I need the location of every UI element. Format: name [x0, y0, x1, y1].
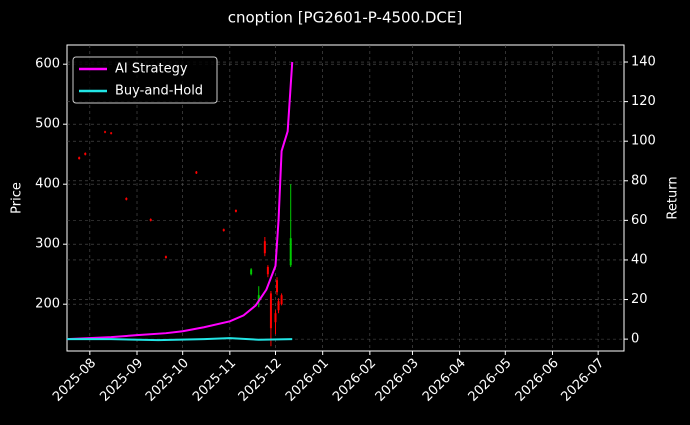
- candle-body: [78, 157, 81, 159]
- y2-tick-label: 80: [631, 173, 648, 188]
- candle-body: [104, 131, 107, 133]
- candle-body: [250, 269, 253, 275]
- candle-body: [289, 238, 292, 266]
- candle-body: [280, 295, 283, 305]
- y-tick-label: 300: [35, 237, 60, 252]
- y2-axis-label: Return: [666, 176, 681, 219]
- candle-body: [164, 256, 167, 258]
- y2-tick-label: 100: [631, 134, 656, 149]
- line: [67, 337, 293, 342]
- candle-body: [149, 219, 152, 221]
- y2-tick-label: 140: [631, 55, 656, 70]
- legend-box: [72, 56, 218, 104]
- x-tick-label: 2025-10: [143, 356, 192, 405]
- candle-body: [274, 313, 277, 323]
- legend-label: Buy-and-Hold: [115, 84, 203, 99]
- candle-body: [276, 280, 279, 293]
- line: [66, 61, 294, 341]
- x-tick-label: 2026-05: [466, 356, 515, 405]
- y-tick-label: 400: [35, 177, 60, 192]
- candle-body: [277, 301, 280, 311]
- y2-tick-label: 20: [631, 292, 648, 307]
- candle-body: [222, 229, 225, 231]
- x-tick-label: 2026-03: [373, 356, 422, 405]
- x-tick-label: 2025-11: [190, 356, 239, 405]
- x-tick-label: 2025-08: [50, 356, 99, 405]
- y2-tick-label: 120: [631, 94, 656, 109]
- candle-body: [125, 198, 128, 200]
- x-tick-label: 2026-07: [558, 356, 607, 405]
- x-tick-label: 2026-02: [330, 356, 379, 405]
- legend-label: AI Strategy: [115, 62, 188, 77]
- y-tick-label: 600: [35, 57, 60, 72]
- y-axis-label: Price: [10, 182, 25, 214]
- y2-tick-label: 0: [631, 332, 639, 347]
- x-tick-label: 2026-04: [420, 356, 469, 405]
- candle-body: [195, 171, 198, 174]
- y-tick-label: 500: [35, 117, 60, 132]
- y2-tick-label: 40: [631, 252, 648, 267]
- candle-body: [266, 267, 269, 275]
- candle-body: [234, 210, 237, 212]
- y-tick-label: 200: [35, 297, 60, 312]
- candle-body: [257, 295, 260, 302]
- candle-body: [110, 132, 113, 134]
- y2-tick-label: 60: [631, 213, 648, 228]
- plot-frame: [66, 44, 625, 352]
- x-tick-label: 2026-01: [283, 356, 332, 405]
- candle-body: [269, 293, 272, 329]
- x-tick-label: 2025-09: [97, 356, 146, 405]
- candle-body: [84, 153, 87, 155]
- x-tick-label: 2025-12: [236, 356, 285, 405]
- x-tick-label: 2026-06: [513, 356, 562, 405]
- chart-title: cnoption [PG2601-P-4500.DCE]: [228, 9, 463, 27]
- candle-body: [263, 241, 266, 254]
